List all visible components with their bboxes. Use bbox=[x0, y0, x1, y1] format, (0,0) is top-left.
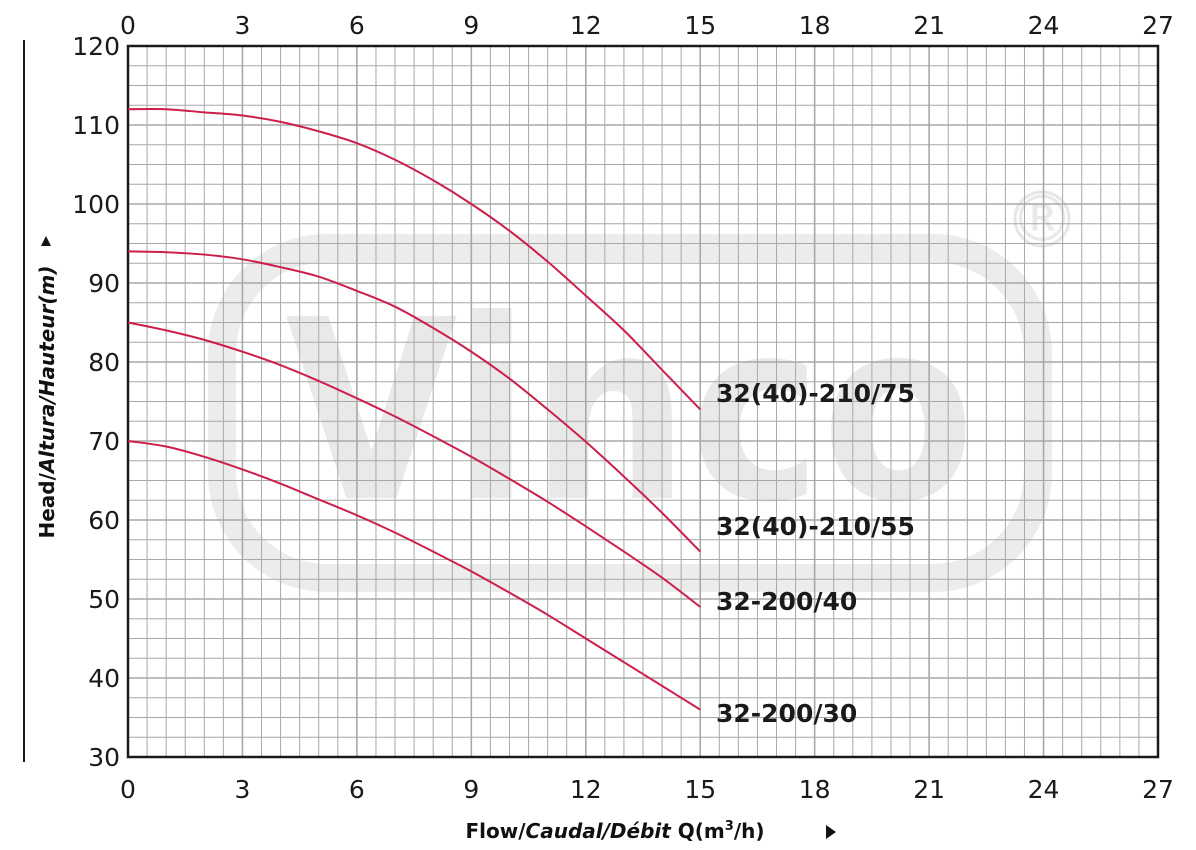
series-label: 32(40)-210/75 bbox=[716, 379, 915, 408]
x-tick-label-top: 0 bbox=[120, 11, 136, 40]
x-tick-label-bottom: 15 bbox=[684, 775, 716, 804]
series-label: 32-200/40 bbox=[716, 587, 857, 616]
x-tick-label-bottom: 6 bbox=[349, 775, 365, 804]
x-tick-label-bottom: 27 bbox=[1142, 775, 1174, 804]
x-axis-top-ticks: 0 3 6 9 12 15 18 21 24 27 bbox=[120, 11, 1174, 40]
series-line bbox=[127, 250, 701, 553]
x-tick-label-top: 9 bbox=[463, 11, 479, 40]
y-axis-title-altura: Altura/Hauteur(m) bbox=[35, 265, 59, 475]
x-axis-title-unit: /h) bbox=[734, 819, 765, 843]
plot-frame bbox=[126, 44, 1160, 759]
y-tick-label: 110 bbox=[72, 111, 120, 140]
x-tick-label-bottom: 24 bbox=[1028, 775, 1060, 804]
x-tick-label-top: 24 bbox=[1028, 11, 1060, 40]
x-tick-label-bottom: 12 bbox=[570, 775, 602, 804]
y-axis-title: Head/Altura/Hauteur(m) bbox=[35, 265, 59, 538]
registered-mark-icon bbox=[1013, 190, 1071, 248]
x-tick-label-bottom: 9 bbox=[463, 775, 479, 804]
y-tick-label: 60 bbox=[88, 506, 120, 535]
x-axis-title-caudal: Caudal/Débit bbox=[526, 819, 673, 843]
pump-curves bbox=[127, 107, 701, 711]
x-tick-label-top: 21 bbox=[913, 11, 945, 40]
x-axis-bottom-ticks: 0 3 6 9 12 15 18 21 24 27 bbox=[120, 775, 1174, 804]
x-tick-label-top: 12 bbox=[570, 11, 602, 40]
x-tick-label-bottom: 21 bbox=[913, 775, 945, 804]
series-line bbox=[127, 107, 701, 411]
x-tick-label-top: 27 bbox=[1142, 11, 1174, 40]
x-tick-label-top: 3 bbox=[234, 11, 250, 40]
curve-labels: 32(40)-210/75 32(40)-210/55 32-200/40 32-20… bbox=[716, 379, 915, 728]
x-axis-title-q: Q(m bbox=[671, 819, 725, 843]
x-axis-title-flow: Flow/ bbox=[465, 819, 526, 843]
y-tick-label: 30 bbox=[88, 743, 120, 772]
x-tick-label-bottom: 3 bbox=[234, 775, 250, 804]
brand-watermark: Vinco ® bbox=[208, 183, 1074, 592]
x-tick-label-top: 15 bbox=[684, 11, 716, 40]
y-axis-title-head: Head/ bbox=[35, 472, 59, 538]
y-tick-label: 120 bbox=[72, 32, 120, 61]
y-tick-label: 100 bbox=[72, 190, 120, 219]
x-tick-label-bottom: 0 bbox=[120, 775, 136, 804]
series-line bbox=[127, 321, 701, 608]
x-tick-label-top: 18 bbox=[799, 11, 831, 40]
series-line bbox=[127, 440, 701, 711]
y-tick-label: 70 bbox=[88, 427, 120, 456]
y-axis-ticks: 30 40 50 60 70 80 90 100 110 120 bbox=[72, 32, 120, 772]
series-label: 32-200/30 bbox=[716, 699, 857, 728]
x-tick-label-top: 6 bbox=[349, 11, 365, 40]
watermark-frame bbox=[208, 234, 1052, 592]
x-tick-label-bottom: 18 bbox=[799, 775, 831, 804]
y-axis-arrow-icon bbox=[41, 236, 51, 246]
y-tick-label: 50 bbox=[88, 585, 120, 614]
x-axis-title-exponent: 3 bbox=[725, 819, 734, 834]
y-tick-label: 90 bbox=[88, 269, 120, 298]
series-label: 32(40)-210/55 bbox=[716, 512, 915, 541]
watermark-text: Vinco bbox=[285, 266, 975, 557]
x-axis-title: Flow/Caudal/Débit Q(m3/h) bbox=[465, 819, 764, 843]
y-tick-label: 40 bbox=[88, 664, 120, 693]
x-axis-arrow-icon bbox=[826, 825, 836, 839]
y-tick-label: 80 bbox=[88, 348, 120, 377]
registered-mark-text: ® bbox=[1010, 183, 1074, 257]
grid bbox=[127, 45, 1159, 758]
